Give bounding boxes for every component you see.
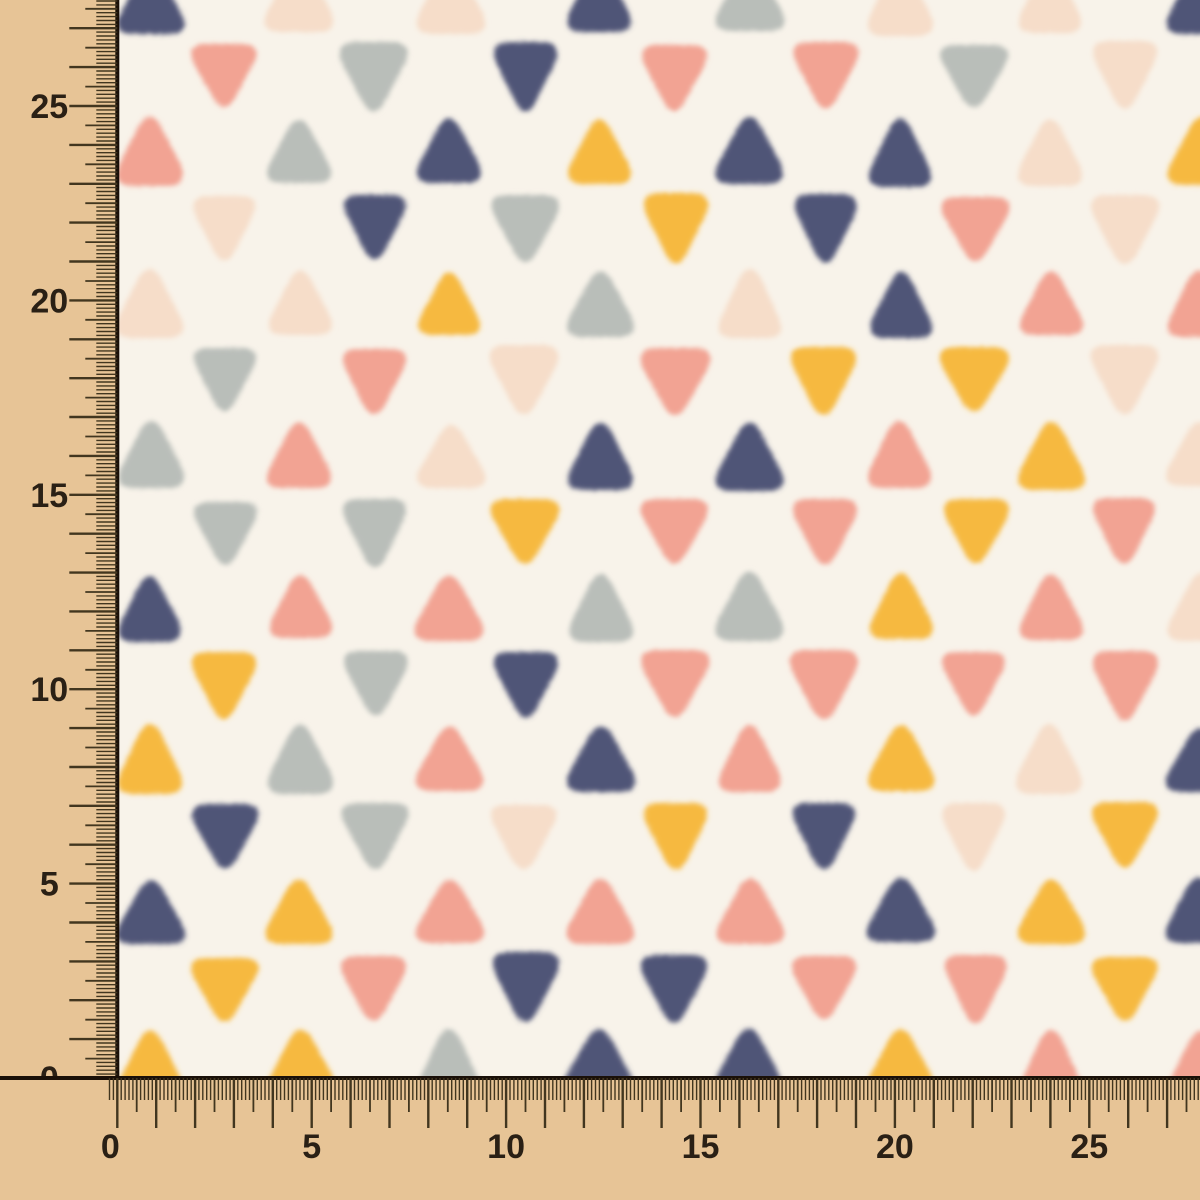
svg-text:20: 20 [30,282,68,320]
svg-text:15: 15 [30,477,68,515]
svg-text:10: 10 [30,671,68,709]
svg-text:5: 5 [40,866,59,904]
svg-text:10: 10 [487,1128,525,1166]
svg-text:5: 5 [302,1128,321,1166]
svg-text:15: 15 [682,1128,720,1166]
svg-text:25: 25 [1070,1128,1108,1166]
svg-text:20: 20 [876,1128,914,1166]
svg-text:0: 0 [101,1128,120,1166]
svg-text:25: 25 [30,88,68,126]
